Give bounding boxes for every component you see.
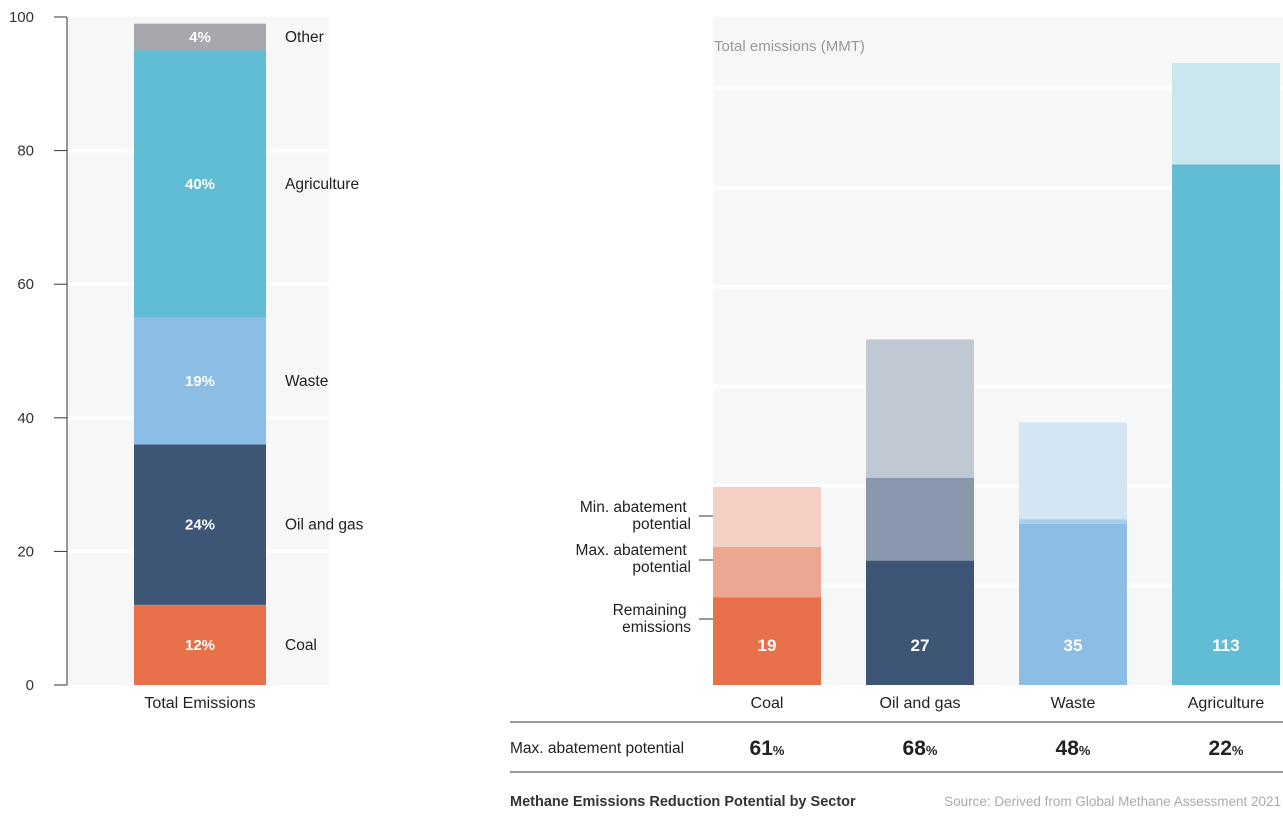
share-segment-waste xyxy=(134,317,266,445)
share-segment-label: 19% xyxy=(185,373,215,390)
bar-remaining-waste xyxy=(1019,523,1127,685)
y-axis-tick-label: 100 xyxy=(9,9,34,26)
remaining-value-label: 35 xyxy=(1064,636,1083,655)
share-segment-label: 12% xyxy=(185,637,215,654)
bar-remaining-oil-and-gas xyxy=(866,560,974,685)
bar-max-abatement-oil-and-gas xyxy=(866,477,974,561)
bar-min-abatement-oil-and-gas xyxy=(866,339,974,478)
bar-max-abatement-waste xyxy=(1019,519,1127,524)
share-segment-agriculture xyxy=(134,50,266,318)
bar-min-abatement-waste xyxy=(1019,422,1127,520)
bar-min-abatement-agriculture xyxy=(1172,63,1280,165)
bar-max-abatement-coal xyxy=(713,546,821,598)
share-segment-coal xyxy=(134,604,266,685)
y-axis-tick-label: 0 xyxy=(26,677,34,694)
y-axis-tick-label: 40 xyxy=(17,410,34,427)
share-segment-label: 24% xyxy=(185,517,215,534)
bar-min-abatement-coal xyxy=(713,486,821,547)
bar-remaining-coal xyxy=(713,597,821,685)
share-series-name: Waste xyxy=(285,373,328,390)
total-emissions-label: Total emissions (MMT) xyxy=(714,38,865,55)
table-value-waste: 48% xyxy=(1056,737,1091,760)
y-axis-tick-label: 20 xyxy=(17,543,34,560)
table-row-label: Max. abatement potential xyxy=(510,740,684,757)
chart-title: Methane Emissions Reduction Potential by… xyxy=(510,794,856,810)
legend-max-abatement: Max. abatement potential xyxy=(576,542,691,576)
share-series-name: Oil and gas xyxy=(285,517,364,534)
table-value-coal: 61% xyxy=(750,737,785,760)
share-series-name: Coal xyxy=(285,637,317,654)
legend-min-abatement: Min. abatement potential xyxy=(580,499,691,533)
y-axis-tick-label: 80 xyxy=(17,143,34,160)
share-series-name: Agriculture xyxy=(285,176,359,193)
remaining-value-label: 19 xyxy=(758,636,777,655)
x-axis-category-label: Agriculture xyxy=(1188,695,1265,712)
share-segment-other xyxy=(134,23,266,51)
x-axis-category-label: Coal xyxy=(751,695,784,712)
share-segment-label: 4% xyxy=(189,29,211,46)
legend-remaining-emissions: Remaining emissions xyxy=(613,602,692,636)
share-segment-oil-and-gas xyxy=(134,444,266,605)
y-axis-tick-label: 60 xyxy=(17,276,34,293)
abatement-table: Max. abatement potential 61% 68% 48% 22% xyxy=(510,721,1283,773)
x-axis-category-label: Oil and gas xyxy=(880,695,961,712)
abatement-chart: Total emissions (MMT) 19 27 35 113 Coal Oil … xyxy=(576,17,1283,712)
table-value-agriculture: 22% xyxy=(1209,737,1244,760)
x-axis-category-label: Waste xyxy=(1051,695,1096,712)
share-segment-label: 40% xyxy=(185,176,215,193)
bar-remaining-agriculture xyxy=(1172,164,1280,686)
share-chart: 0 20 40 60 80 100 12% Coal 24% Oil and gas 19% Was… xyxy=(9,9,364,712)
table-value-oil-and-gas: 68% xyxy=(903,737,938,760)
remaining-value-label: 113 xyxy=(1212,636,1239,655)
share-chart-category-label: Total Emissions xyxy=(144,695,255,712)
source-note: Source: Derived from Global Methane Asse… xyxy=(944,794,1281,809)
remaining-value-label: 27 xyxy=(911,636,930,655)
share-series-name: Other xyxy=(285,29,324,46)
